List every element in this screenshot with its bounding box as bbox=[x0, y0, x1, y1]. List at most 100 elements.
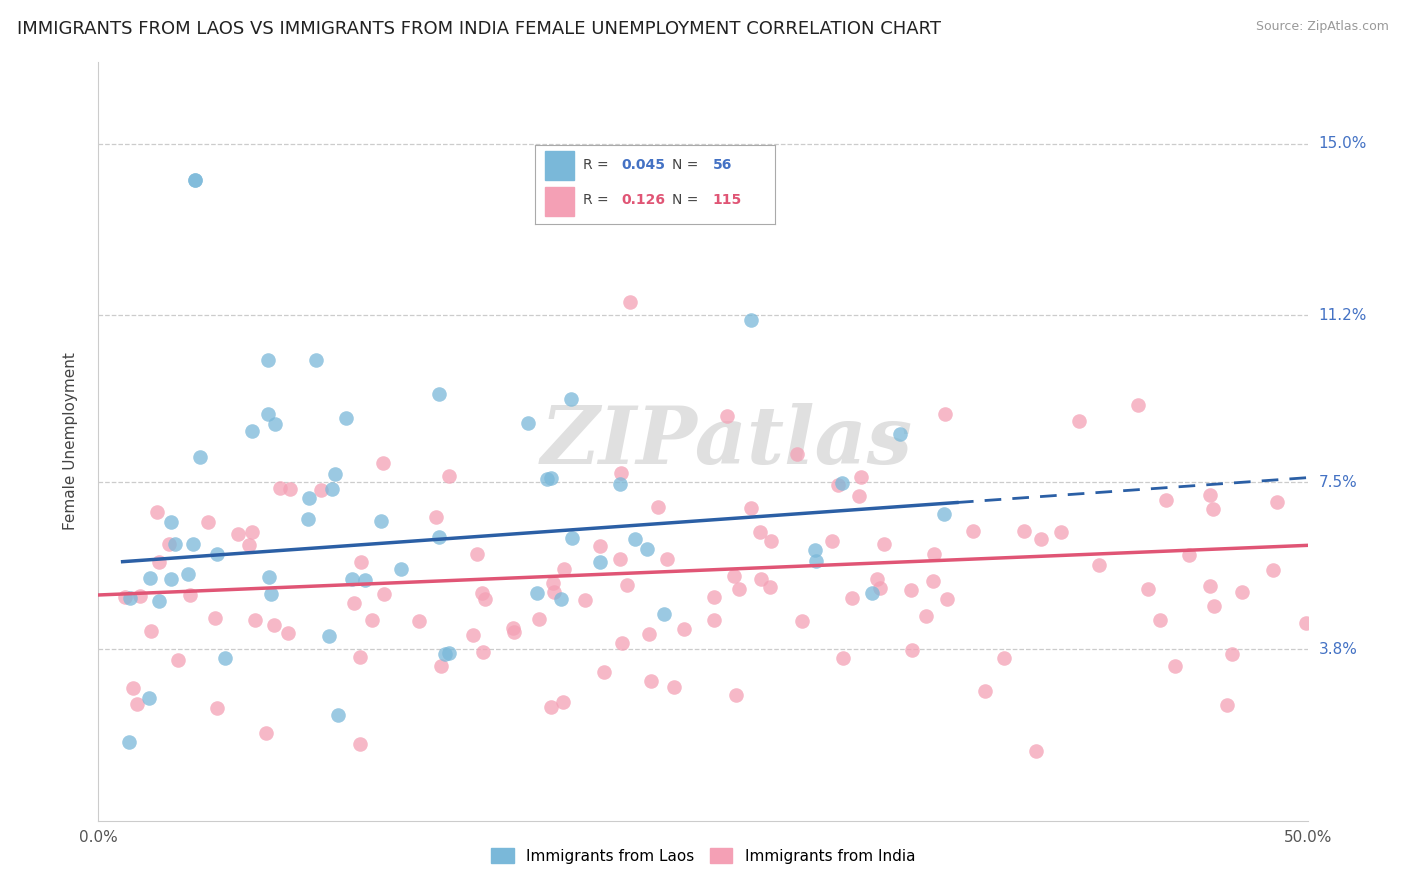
Point bbox=[240, 524, 263, 539]
Point bbox=[841, 591, 863, 605]
Point bbox=[502, 624, 524, 639]
Point bbox=[1202, 599, 1225, 613]
Point bbox=[184, 173, 207, 187]
Point bbox=[1177, 548, 1199, 562]
Point bbox=[437, 469, 460, 483]
Point bbox=[900, 642, 922, 657]
Point bbox=[740, 501, 762, 516]
Point bbox=[934, 408, 956, 422]
Point bbox=[932, 508, 955, 522]
Point bbox=[188, 450, 211, 464]
Point bbox=[425, 510, 447, 524]
Point bbox=[373, 587, 395, 601]
Point bbox=[474, 591, 496, 606]
Bar bbox=[546, 187, 574, 216]
Point bbox=[256, 408, 278, 422]
Point bbox=[1012, 524, 1035, 538]
Point bbox=[636, 542, 658, 557]
Point bbox=[637, 627, 659, 641]
Point bbox=[349, 737, 371, 751]
Text: 0.045: 0.045 bbox=[621, 159, 665, 172]
Point bbox=[323, 467, 346, 481]
Point bbox=[588, 555, 610, 569]
Point bbox=[792, 615, 814, 629]
Point bbox=[536, 471, 558, 485]
Point bbox=[610, 635, 633, 649]
Point bbox=[125, 697, 148, 711]
Point bbox=[157, 537, 180, 551]
Point bbox=[869, 581, 891, 595]
Point bbox=[749, 572, 772, 586]
Text: 3.8%: 3.8% bbox=[1319, 641, 1358, 657]
Point bbox=[1088, 558, 1111, 573]
Point bbox=[831, 650, 853, 665]
Point bbox=[848, 489, 870, 503]
Point bbox=[516, 417, 538, 431]
Point bbox=[427, 386, 450, 401]
Point bbox=[655, 552, 678, 566]
Text: N =: N = bbox=[672, 193, 699, 207]
Point bbox=[786, 448, 808, 462]
Point bbox=[723, 569, 745, 583]
Point bbox=[118, 591, 141, 605]
Point bbox=[148, 555, 170, 569]
Point bbox=[361, 613, 384, 627]
Text: R =: R = bbox=[583, 159, 609, 172]
Point bbox=[619, 294, 641, 309]
Text: 56: 56 bbox=[713, 159, 733, 172]
Point bbox=[616, 578, 638, 592]
Point bbox=[1199, 578, 1222, 592]
Point bbox=[1267, 495, 1289, 509]
Point bbox=[821, 533, 844, 548]
Text: ZIPatlas: ZIPatlas bbox=[541, 403, 914, 480]
Point bbox=[370, 514, 392, 528]
Point bbox=[269, 481, 291, 495]
Point bbox=[553, 562, 575, 576]
Text: 7.5%: 7.5% bbox=[1319, 475, 1357, 490]
Text: Source: ZipAtlas.com: Source: ZipAtlas.com bbox=[1256, 20, 1389, 33]
Point bbox=[609, 551, 631, 566]
Point bbox=[181, 537, 204, 551]
Point bbox=[263, 617, 285, 632]
Point bbox=[1137, 582, 1160, 596]
Point bbox=[1149, 613, 1171, 627]
Text: 11.2%: 11.2% bbox=[1319, 308, 1367, 323]
Point bbox=[973, 684, 995, 698]
Point bbox=[243, 614, 266, 628]
Point bbox=[122, 681, 145, 695]
Point bbox=[179, 588, 201, 602]
Point bbox=[1232, 584, 1254, 599]
Point bbox=[728, 582, 751, 596]
Point bbox=[703, 590, 725, 604]
Point bbox=[748, 524, 770, 539]
Point bbox=[860, 585, 883, 599]
Point bbox=[551, 694, 574, 708]
Point bbox=[543, 585, 565, 599]
Point bbox=[389, 562, 412, 576]
Point bbox=[561, 531, 583, 545]
Point bbox=[1029, 532, 1052, 546]
Point bbox=[184, 173, 207, 187]
Point bbox=[461, 628, 484, 642]
Point bbox=[433, 648, 456, 662]
Point bbox=[527, 612, 550, 626]
Point bbox=[647, 500, 669, 515]
Point bbox=[724, 688, 747, 702]
Point bbox=[1263, 563, 1285, 577]
Bar bbox=[546, 151, 574, 179]
Point bbox=[260, 587, 283, 601]
Point bbox=[1295, 616, 1317, 631]
Point bbox=[318, 629, 340, 643]
Point bbox=[228, 527, 250, 541]
Point bbox=[371, 456, 394, 470]
Point bbox=[849, 470, 872, 484]
Point bbox=[471, 586, 494, 600]
Point bbox=[827, 477, 849, 491]
Point bbox=[264, 417, 287, 431]
Text: 15.0%: 15.0% bbox=[1319, 136, 1367, 151]
Point bbox=[915, 608, 938, 623]
Point bbox=[256, 725, 278, 739]
Point bbox=[343, 596, 366, 610]
Point bbox=[540, 470, 562, 484]
Text: R =: R = bbox=[583, 193, 609, 207]
